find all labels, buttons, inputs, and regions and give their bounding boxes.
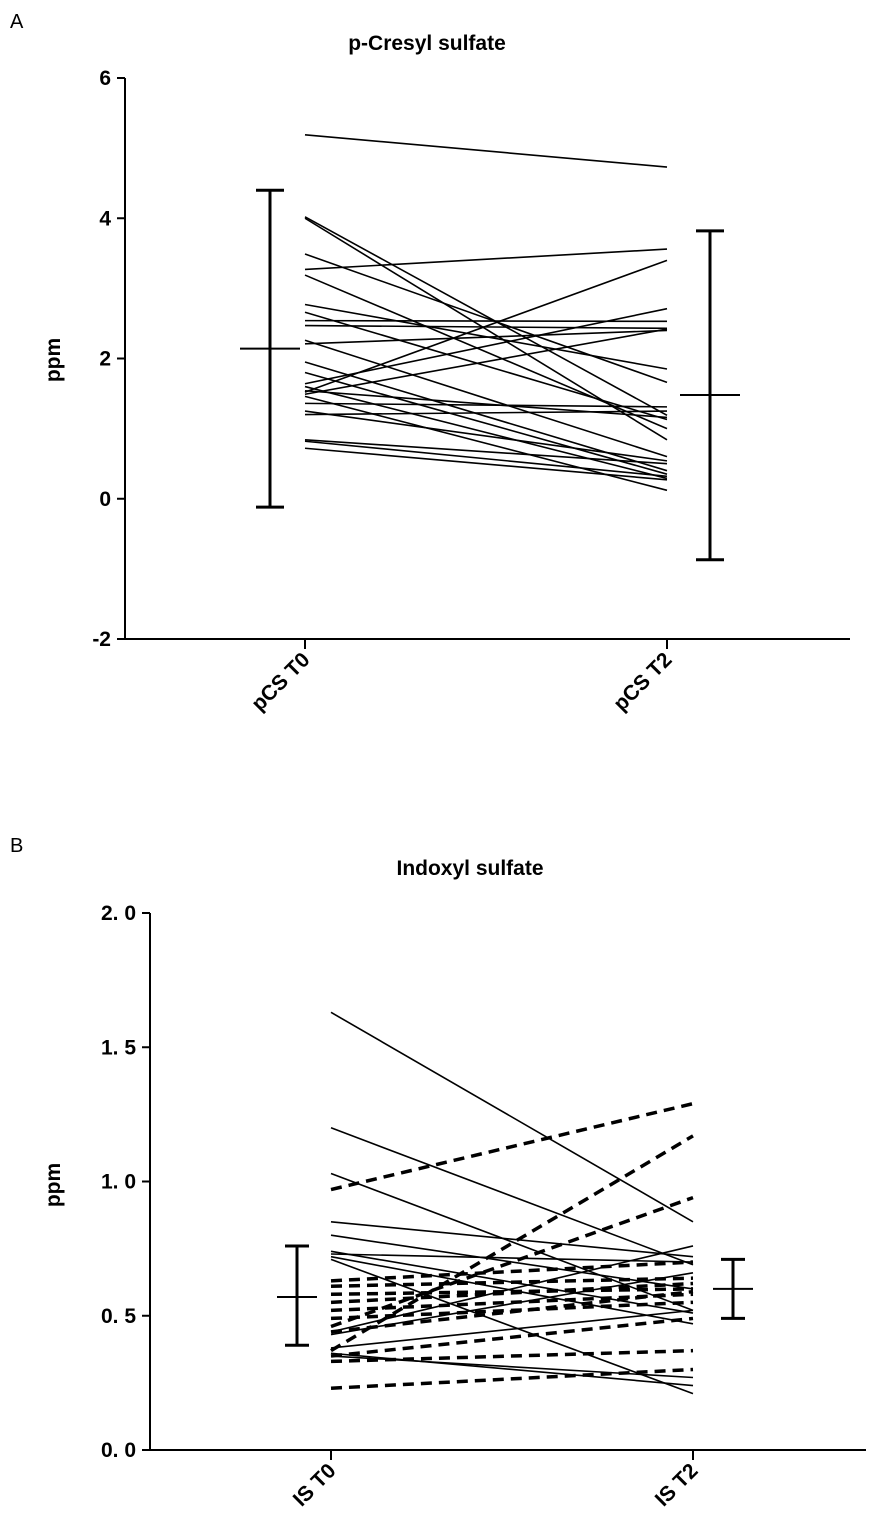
paired-line xyxy=(304,339,668,458)
y-tick-label: 2. 0 xyxy=(101,902,136,925)
x-tick-label: pCS T2 xyxy=(609,648,676,715)
panel-letter: B xyxy=(10,835,23,857)
paired-line-dashed xyxy=(330,1134,694,1353)
paired-line xyxy=(330,1172,694,1312)
paired-line xyxy=(304,361,668,472)
y-axis-label: ppm xyxy=(42,338,65,382)
paired-line-dashed xyxy=(330,1367,694,1390)
paired-line-dashed xyxy=(330,1276,694,1288)
y-tick-label: 2 xyxy=(99,348,111,371)
axes: 6 4 2 0 -2 pCS T0 pCS T2 xyxy=(92,67,850,716)
paired-line-dashed xyxy=(330,1260,694,1283)
paired-line xyxy=(304,440,668,478)
paired-line xyxy=(330,1258,694,1395)
chart-title: Indoxyl sulfate xyxy=(396,857,543,880)
y-tick-label: 0. 5 xyxy=(101,1305,136,1328)
paired-line xyxy=(304,385,668,480)
paired-line xyxy=(304,248,668,271)
paired-line xyxy=(304,216,668,417)
paired-line xyxy=(330,1220,694,1258)
paired-line-dashed xyxy=(330,1289,694,1334)
paired-line-dashed xyxy=(330,1101,694,1192)
paired-line xyxy=(330,1234,694,1290)
y-tick-label: 4 xyxy=(99,207,111,230)
paired-lines xyxy=(304,134,668,492)
paired-line xyxy=(304,410,668,462)
paired-line xyxy=(304,439,668,465)
panel-a: A p-Cresyl sulfate ppm 6 4 2 0 -2 pCS T0 pCS T… xyxy=(10,11,850,716)
paired-line xyxy=(304,328,668,396)
y-tick-label: 6 xyxy=(99,67,111,90)
x-tick-label: pCS T0 xyxy=(247,648,314,715)
paired-line xyxy=(304,447,668,481)
x-tick-label: IS T0 xyxy=(289,1459,341,1511)
panel-letter: A xyxy=(10,11,24,33)
paired-line-dashed xyxy=(330,1292,694,1313)
summary-bars xyxy=(240,188,740,562)
panel-b: B Indoxyl sulfate ppm 2. 0 1. 5 1. 0 0. 5 0.… xyxy=(10,835,866,1511)
paired-line xyxy=(304,274,668,430)
paired-line xyxy=(304,371,668,475)
paired-line xyxy=(330,1127,694,1266)
y-tick-label: -2 xyxy=(92,628,111,651)
paired-line xyxy=(330,1011,694,1223)
paired-line-dashed xyxy=(330,1195,694,1329)
y-tick-label: 1. 0 xyxy=(101,1171,136,1194)
paired-line xyxy=(304,402,668,408)
summary-bars xyxy=(277,1244,753,1347)
paired-lines xyxy=(330,1011,694,1395)
chart-title: p-Cresyl sulfate xyxy=(348,32,506,55)
y-tick-label: 1. 5 xyxy=(101,1036,136,1059)
x-tick-label: IS T2 xyxy=(651,1459,703,1511)
paired-line xyxy=(304,259,668,393)
paired-line xyxy=(304,253,668,384)
paired-line-dashed xyxy=(330,1316,694,1358)
y-tick-label: 0. 0 xyxy=(101,1439,136,1462)
paired-line xyxy=(304,307,668,385)
paired-line xyxy=(304,311,668,421)
y-axis-label: ppm xyxy=(42,1163,65,1207)
paired-line xyxy=(304,329,668,345)
axes: 2. 0 1. 5 1. 0 0. 5 0. 0 IS T0 IS T2 xyxy=(101,902,866,1511)
paired-line-dashed xyxy=(330,1348,694,1364)
paired-line xyxy=(330,1309,694,1349)
y-tick-label: 0 xyxy=(99,488,111,511)
paired-line xyxy=(304,134,668,168)
paired-line-dashed xyxy=(330,1281,694,1305)
paired-line xyxy=(304,389,668,419)
paired-line xyxy=(330,1245,694,1333)
paired-line xyxy=(304,410,668,416)
